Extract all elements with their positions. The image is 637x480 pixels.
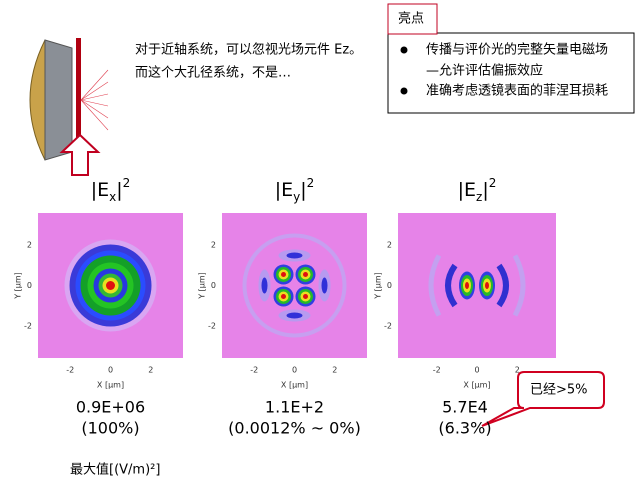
lens-illustration: [29, 38, 109, 176]
intro-line: 对于近轴系统，可以忽视光场元件 Ez。: [135, 43, 362, 58]
maximum-value: 0.9E+06: [76, 398, 145, 417]
plot-title: |Ez|2: [458, 176, 497, 204]
y-axis-label: Y [µm]: [14, 272, 23, 300]
x-tick-label: -2: [433, 366, 441, 375]
highlight-box: [387, 32, 635, 114]
field-ring: [106, 281, 115, 290]
field-lobe: [303, 294, 308, 299]
y-tick-label: -2: [208, 321, 216, 330]
field-plot: |Ez|2-2 0 220-2X [µm]Y [µm]5.7E4(6.3%): [374, 176, 556, 438]
plot-title-part: |: [116, 179, 122, 201]
field-lobe: [465, 282, 469, 289]
field-plot: |Ex|2-2 0 220-2X [µm]Y [µm]0.9E+06(100%): [14, 176, 183, 438]
share-value: (100%): [81, 419, 139, 438]
callout-bubble: [481, 371, 605, 427]
field-arc: [445, 263, 458, 308]
field-lobe: [281, 294, 286, 299]
footer-note: 最大值[(V/m)²]: [70, 462, 160, 478]
x-axis-label: X [µm]: [281, 381, 308, 390]
x-tick-label: 2: [515, 366, 520, 375]
bullet: [400, 87, 408, 95]
plot-title-part: x: [109, 190, 116, 204]
y-tick-label: 0: [211, 281, 216, 290]
y-axis-label: Y [µm]: [374, 272, 383, 300]
plot-title-part: y: [293, 190, 300, 204]
plot-title-part: |: [482, 179, 488, 201]
plot-title-part: |E: [91, 179, 109, 201]
plot-title-part: |E: [275, 179, 293, 201]
x-tick-label: 0: [474, 366, 479, 375]
field-lobe: [261, 277, 268, 294]
field-lobe: [286, 312, 303, 319]
x-tick-label: 2: [332, 366, 337, 375]
highlight-title-box: [387, 3, 438, 35]
y-tick-label: 2: [387, 241, 392, 250]
intro-line: 而这个大孔径系统，不是…: [135, 65, 291, 81]
field-lobe: [281, 272, 286, 277]
field-image: [398, 213, 556, 358]
x-axis-label: X [µm]: [463, 381, 490, 390]
x-tick-label: -2: [66, 366, 74, 375]
y-tick-label: -2: [384, 321, 392, 330]
field-lobe: [485, 282, 489, 289]
field-lobe: [321, 277, 328, 294]
y-tick-label: 0: [27, 281, 32, 290]
plot-title-part: |: [300, 179, 306, 201]
y-axis-label: Y [µm]: [198, 272, 207, 300]
share-value: (6.3%): [438, 419, 491, 438]
plot-title-part: |E: [458, 179, 476, 201]
field-arc: [512, 254, 526, 317]
x-axis-label: X [µm]: [97, 381, 124, 390]
field-arc: [496, 263, 509, 308]
highlight-item: 准确考虑透镜表面的菲涅耳损耗: [426, 83, 608, 99]
plot-title-part: 2: [489, 176, 497, 190]
plot-title-part: z: [476, 190, 482, 204]
y-tick-label: -2: [24, 321, 32, 330]
y-tick-label: 0: [387, 281, 392, 290]
field-arc: [428, 254, 442, 317]
highlight-item: 传播与评价光的完整矢量电磁场: [426, 42, 608, 58]
callout-text: 已经>5%: [530, 383, 588, 398]
x-tick-label: 0: [108, 366, 113, 375]
x-tick-label: 0: [292, 366, 297, 375]
plot-title-part: 2: [123, 176, 131, 190]
field-lobe: [286, 252, 303, 259]
bullet: [400, 46, 408, 54]
field-plot: |Ey|2-2 0 220-2X [µm]Y [µm]1.1E+2(0.0012% …: [198, 176, 367, 438]
highlight-title: 亮点: [398, 11, 424, 27]
plot-title-part: 2: [307, 176, 315, 190]
field-ring: [242, 233, 347, 338]
plot-title: |Ex|2: [91, 176, 131, 204]
highlight-item: —允许评估偏振效应: [426, 63, 543, 79]
maximum-value: 5.7E4: [442, 398, 488, 417]
plot-title: |Ey|2: [275, 176, 315, 204]
x-tick-label: -2: [250, 366, 258, 375]
share-value: (0.0012% ~ 0%): [228, 419, 361, 438]
x-tick-label: 2: [148, 366, 153, 375]
y-tick-label: 2: [27, 241, 32, 250]
maximum-value: 1.1E+2: [265, 398, 324, 417]
field-lobe: [303, 272, 308, 277]
y-tick-label: 2: [211, 241, 216, 250]
